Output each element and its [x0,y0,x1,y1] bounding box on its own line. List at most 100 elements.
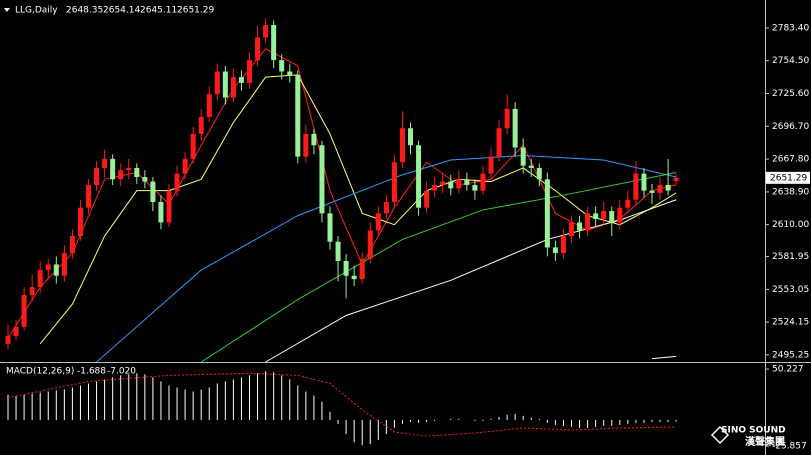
candle-body [174,173,180,191]
y-tick-label: 2754.50 [772,56,809,66]
candle-body [512,108,518,148]
watermark-logo [710,425,730,445]
y-tick-label: 2495.25 [772,350,809,360]
y-tick-label: 2581.95 [772,252,809,262]
candle-body [142,177,148,182]
y-tick-label: 2610.00 [772,220,809,230]
candle-body [327,213,333,242]
candle-body [295,74,301,157]
candle-body [432,184,438,191]
candle-body [311,133,317,146]
y-tick-label: 2725.60 [772,89,809,99]
candle-body [134,167,140,178]
signal-readout: -7.020 [107,367,136,377]
candle-body [359,258,365,280]
candle-body [601,211,607,220]
candle-body [633,173,639,200]
candle-body [86,184,91,208]
candle-body [37,270,43,288]
candle-body [222,71,228,98]
candle-body [569,222,574,237]
candle-body [416,145,422,208]
candle-body [665,184,671,191]
menu-triangle [4,8,10,12]
candle-body [504,108,510,129]
candle-body [287,71,293,75]
moving-average [265,199,677,363]
candle-body [625,199,631,208]
candle-body [544,179,550,248]
price-label: 2651.29 [770,173,807,183]
candle-body [343,261,349,276]
candle-body [649,190,655,193]
candle-body [399,128,405,163]
candle-body [102,158,108,168]
candle-body [190,133,196,159]
macd-readout: -1.688 [77,367,106,377]
chart-symbol: LLG,Daily [15,6,58,16]
candle-body [440,181,446,185]
candle-body [560,236,566,254]
candle-body [577,222,583,231]
candle-body [45,264,51,271]
candle-body [609,211,615,223]
candle-body [496,128,502,157]
candle-body [5,335,11,344]
candle-body [230,77,236,98]
candle-body [335,241,341,262]
low-readout: 2645.11 [140,6,177,16]
macd-y-tick-label: 50.227 [772,365,804,375]
candle-body [375,213,381,231]
moving-average [651,355,677,360]
candle-body [279,60,285,72]
candle-body [118,170,124,180]
candle-body [528,165,534,168]
candle-body [77,207,83,237]
candle-body [641,173,647,191]
high-readout: 2654.14 [103,6,140,16]
y-tick-label: 2667.80 [772,155,809,165]
candle-body [94,167,100,185]
y-tick-label: 2638.90 [772,187,809,197]
candle-body [319,145,325,214]
candle-body [61,253,67,276]
y-tick-label: 2553.05 [772,285,809,295]
candle-body [110,158,116,180]
candle-body [198,116,204,134]
candle-body [247,60,252,83]
candle-body [238,77,244,83]
candle-body [472,184,478,191]
watermark-text: 漢聲集團 [745,435,785,448]
candle-body [408,128,413,146]
candle-body [13,326,19,336]
candle-body [424,190,430,208]
watermark-text: SINO SOUND [721,426,786,436]
candle-body [351,275,357,280]
y-tick-label: 2696.70 [772,122,809,132]
candle-body [456,179,462,189]
candle-body [21,295,27,327]
candle-body [182,158,188,174]
candle-body [617,207,623,223]
candle-body [214,71,220,95]
close-readout: 2651.29 [177,6,214,16]
candle-body [520,147,526,166]
candle-body [585,213,591,231]
candle-body [673,177,679,182]
candle-body [536,167,542,180]
macd-signal [7,372,677,437]
candle-body [271,24,277,61]
candle-body [29,287,35,296]
candle-body [303,133,309,157]
candle-body [126,167,132,171]
candle-body [391,162,397,202]
y-tick-label: 2783.40 [772,23,809,33]
candle-body [552,247,558,254]
candle-body [464,179,470,185]
candle-body [367,230,373,259]
price-label-box [766,171,810,184]
macd-y-tick-label: -25.857 [772,442,807,452]
